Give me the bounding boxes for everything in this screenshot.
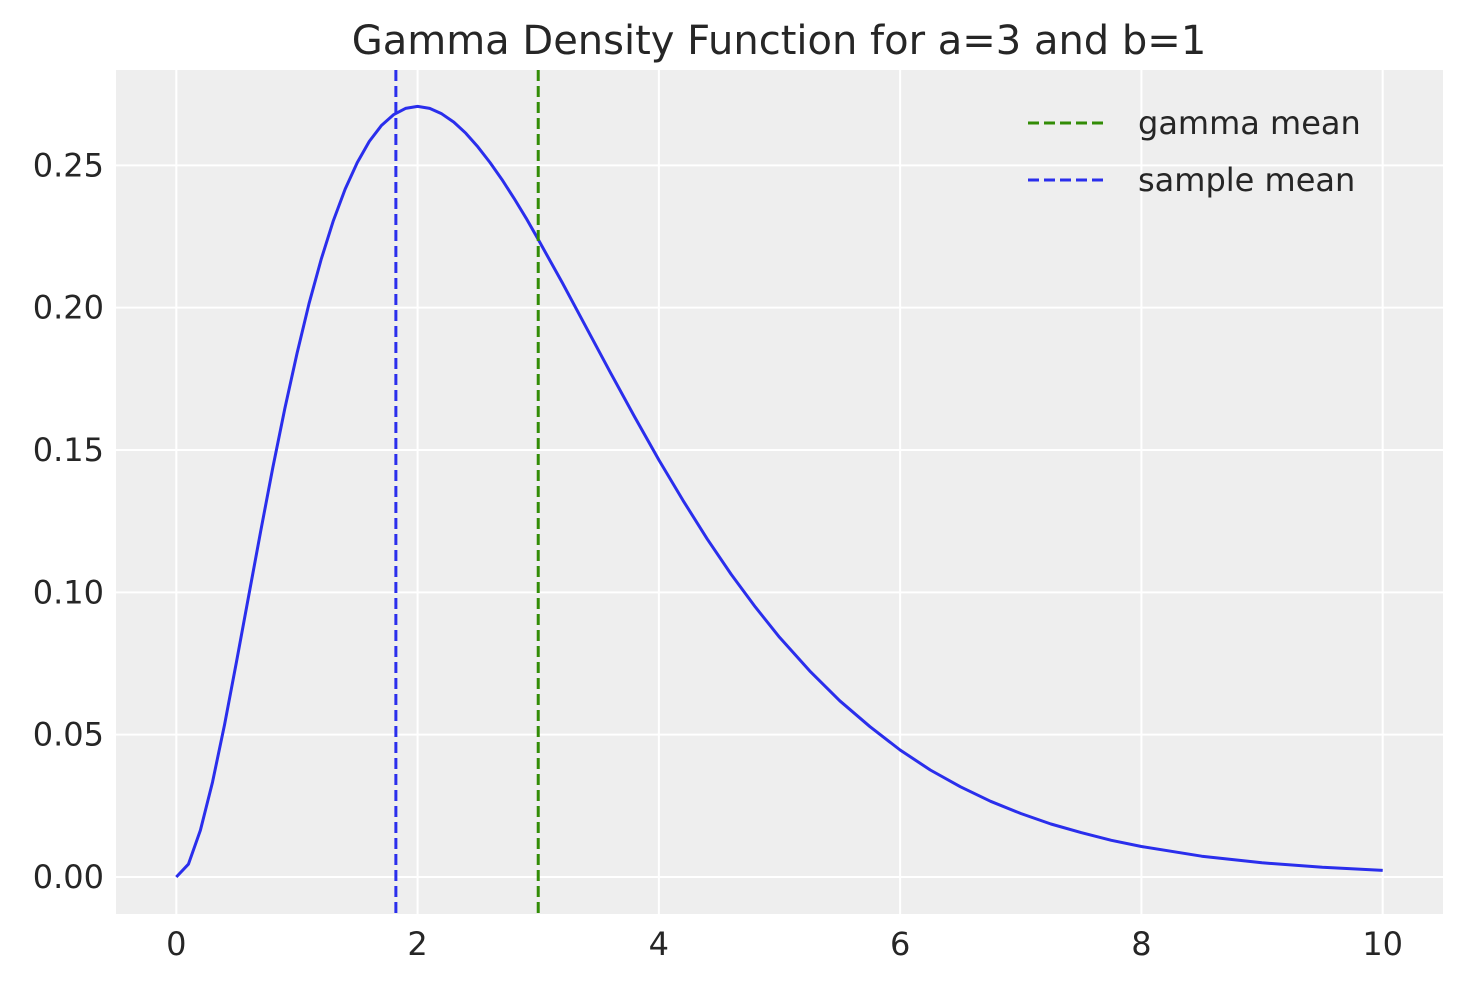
legend: gamma mean sample mean bbox=[1028, 104, 1361, 199]
chart-title: Gamma Density Function for a=3 and b=1 bbox=[352, 18, 1207, 64]
series-group bbox=[175, 70, 1383, 914]
x-tick-label: 10 bbox=[1362, 925, 1403, 963]
y-tick-label: 0.05 bbox=[33, 716, 104, 754]
density-curve bbox=[175, 104, 1383, 879]
x-tick-label: 8 bbox=[1131, 925, 1151, 963]
legend-label: sample mean bbox=[1138, 161, 1355, 199]
legend-item: sample mean bbox=[1028, 161, 1355, 199]
x-tick-label: 4 bbox=[649, 925, 669, 963]
grid-lines bbox=[116, 70, 1443, 914]
legend-label: gamma mean bbox=[1138, 104, 1361, 142]
y-tick-label: 0.10 bbox=[33, 573, 104, 611]
y-tick-label: 0.25 bbox=[33, 146, 104, 184]
x-tick-label: 6 bbox=[890, 925, 910, 963]
y-tick-label: 0.00 bbox=[33, 858, 104, 896]
y-tick-label: 0.15 bbox=[33, 431, 104, 469]
x-tick-labels: 0 2 4 6 8 10 bbox=[166, 925, 1403, 963]
x-tick-label: 0 bbox=[166, 925, 186, 963]
y-tick-labels: 0.00 0.05 0.10 0.15 0.20 0.25 bbox=[33, 146, 104, 896]
legend-item: gamma mean bbox=[1028, 104, 1361, 142]
x-tick-label: 2 bbox=[407, 925, 427, 963]
y-tick-label: 0.20 bbox=[33, 289, 104, 327]
